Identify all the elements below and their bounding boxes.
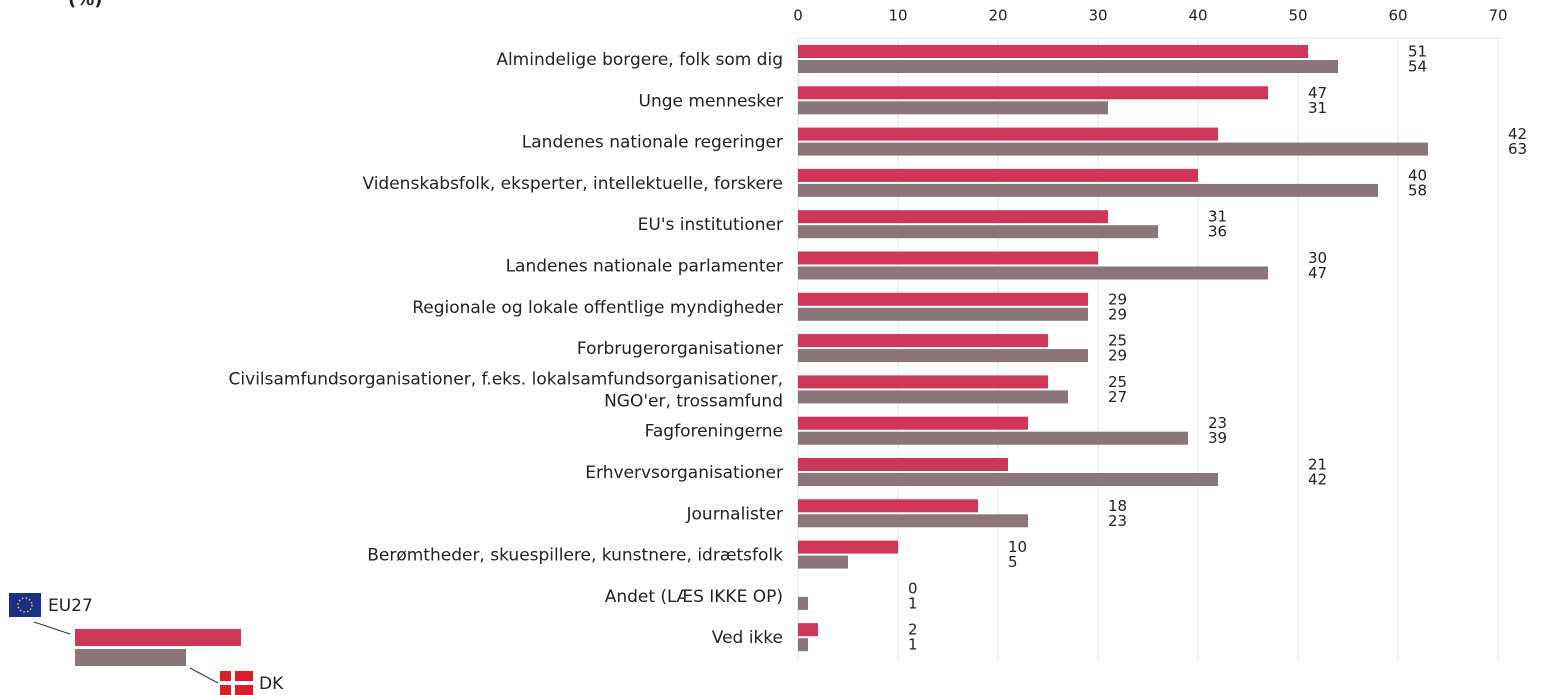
value-label: 10: [1008, 538, 1027, 556]
bar: [798, 251, 1098, 265]
category-label: Ved ikke: [712, 628, 783, 648]
bar: [798, 142, 1428, 156]
bar: [798, 183, 1378, 197]
value-label: 1: [908, 636, 918, 654]
category-label: Journalister: [686, 504, 784, 524]
value-label: 25: [1108, 373, 1127, 391]
value-label: 29: [1108, 305, 1127, 323]
value-label: 47: [1308, 264, 1327, 282]
value-label: 29: [1108, 347, 1127, 365]
chart-title: (%): [68, 0, 103, 10]
value-label: 58: [1408, 181, 1427, 199]
value-label: 40: [1408, 166, 1427, 184]
value-label: 25: [1108, 332, 1127, 350]
bar: [798, 540, 898, 554]
value-label: 18: [1108, 497, 1127, 515]
bar: [798, 638, 808, 652]
legend: EU27 DK: [9, 593, 284, 695]
dk-cross: [220, 681, 253, 685]
value-label: 39: [1208, 429, 1227, 447]
bar: [798, 225, 1158, 239]
category-label: Landenes nationale regeringer: [522, 133, 783, 153]
x-tick-label: 10: [888, 7, 907, 25]
x-tick-label: 50: [1288, 7, 1307, 25]
value-label: 5: [1008, 553, 1018, 571]
bar: [798, 334, 1048, 348]
value-label: 30: [1308, 249, 1327, 267]
legend-swatch: [75, 649, 186, 666]
category-label: Civilsamfundsorganisationer, f.eks. loka…: [229, 369, 783, 411]
value-label: 31: [1308, 99, 1327, 117]
x-tick-label: 70: [1488, 7, 1507, 25]
bar: [798, 499, 978, 513]
x-tick-label: 60: [1388, 7, 1407, 25]
category-label: Almindelige borgere, folk som dig: [496, 50, 783, 70]
x-tick-label: 0: [793, 7, 803, 25]
category-label: Regionale og lokale offentlige myndighed…: [412, 298, 783, 318]
legend-pointer: [189, 667, 219, 684]
value-label: 51: [1408, 43, 1427, 61]
bar: [798, 623, 818, 637]
bar: [798, 555, 848, 569]
x-tick-label: 20: [988, 7, 1007, 25]
value-label: 31: [1208, 208, 1227, 226]
x-tick-label: 40: [1188, 7, 1207, 25]
value-label: 23: [1208, 414, 1227, 432]
bar: [798, 596, 808, 610]
value-label: 42: [1308, 471, 1327, 489]
value-label: 21: [1308, 456, 1327, 474]
bar: [798, 514, 1028, 528]
bar: [798, 375, 1048, 389]
value-label: 23: [1108, 512, 1127, 530]
legend-swatch: [75, 629, 241, 646]
value-label: 36: [1208, 223, 1227, 241]
category-label: Berømtheder, skuespillere, kunstnere, id…: [367, 546, 783, 566]
bar: [798, 168, 1198, 182]
eu-flag: [9, 593, 41, 617]
bar: [798, 431, 1188, 445]
legend-label: EU27: [48, 596, 93, 616]
bar: [798, 390, 1068, 404]
x-tick-label: 30: [1088, 7, 1107, 25]
value-label: 42: [1508, 125, 1527, 143]
bar: [798, 210, 1108, 224]
bar: [798, 266, 1268, 280]
legend-label: DK: [259, 674, 284, 694]
bar: [798, 127, 1218, 141]
bar: [798, 473, 1218, 486]
eu-stars: [17, 597, 33, 613]
bar: [798, 86, 1268, 100]
value-label: 63: [1508, 140, 1527, 158]
bar: [798, 307, 1088, 321]
value-label: 27: [1108, 388, 1127, 406]
category-label: Erhvervsorganisationer: [585, 463, 783, 483]
bar: [798, 292, 1088, 306]
value-label: 1: [908, 594, 918, 612]
bar: [798, 458, 1008, 471]
bar: [798, 45, 1308, 58]
value-label: 54: [1408, 58, 1427, 76]
category-label: Videnskabsfolk, eksperter, intellektuell…: [362, 174, 783, 194]
category-label: Forbrugerorganisationer: [577, 339, 783, 359]
category-label: Fagforeningerne: [645, 422, 783, 442]
bar: [798, 60, 1338, 73]
category-label: Landenes nationale parlamenter: [506, 257, 783, 277]
legend-pointer: [33, 621, 71, 635]
value-label: 29: [1108, 290, 1127, 308]
value-label: 0: [908, 579, 918, 597]
category-label: Unge mennesker: [639, 91, 783, 111]
bar: [798, 101, 1108, 115]
value-label: 47: [1308, 84, 1327, 102]
bar: [798, 416, 1028, 430]
category-label: EU's institutioner: [638, 215, 783, 235]
category-label: Andet (LÆS IKKE OP): [605, 587, 783, 607]
bar: [798, 349, 1088, 363]
value-label: 2: [908, 621, 918, 639]
